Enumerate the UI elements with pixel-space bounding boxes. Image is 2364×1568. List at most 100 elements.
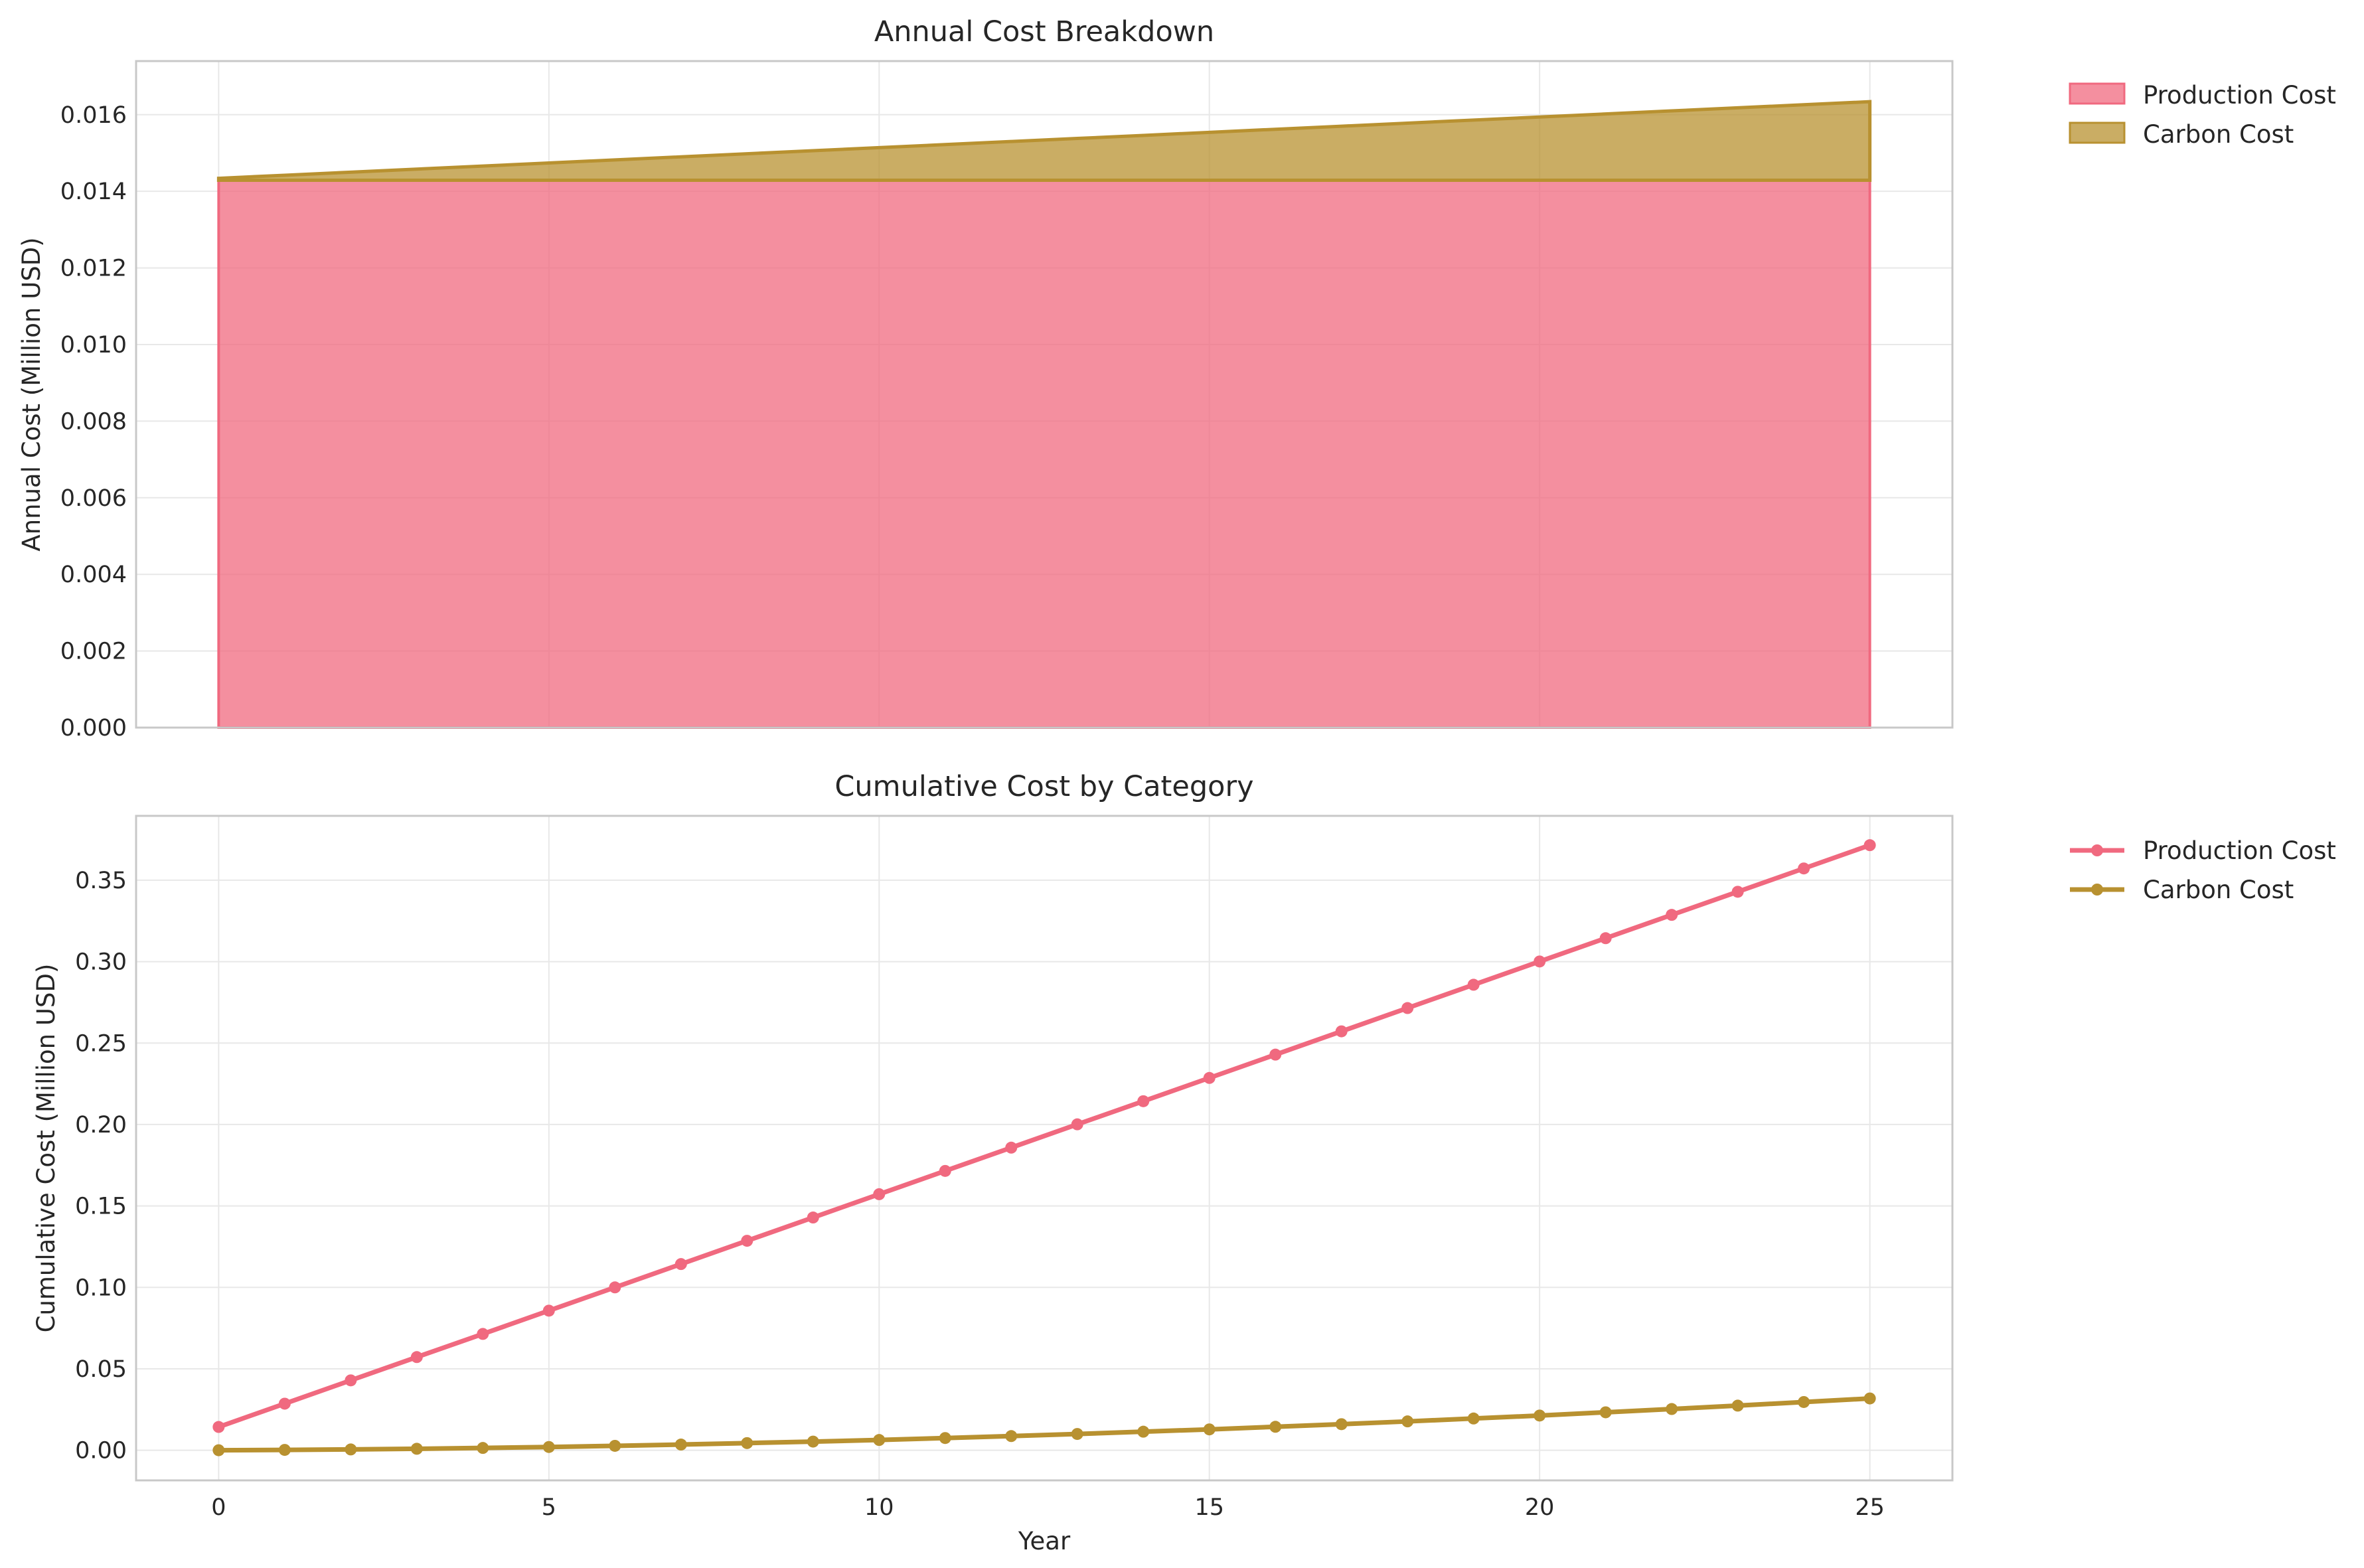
annual-cost-panel: 0.000 0.002 0.004 0.006 0.008 0.010 0.012 0.014… <box>17 15 2336 742</box>
annual-cost-y-tick-label: 0.002 <box>60 639 127 665</box>
annual-cost-y-tick-label: 0.008 <box>60 408 127 435</box>
carbon-cost-point <box>1731 1399 1744 1412</box>
carbon-cost-point <box>477 1442 489 1454</box>
cumulative-cost-y-tick-label: 0.15 <box>75 1194 127 1220</box>
cumulative-cost-y-tick-label: 0.35 <box>75 868 127 894</box>
production-cost-point <box>939 1164 951 1177</box>
annual-cost-y-tick-label: 0.014 <box>60 179 127 205</box>
annual-cost-y-tick-label: 0.000 <box>60 715 127 742</box>
cumulative-cost-x-tick-label: 0 <box>211 1494 226 1521</box>
annual-cost-y-tick-label: 0.010 <box>60 332 127 358</box>
production-cost-point <box>609 1281 621 1294</box>
carbon-cost-point <box>542 1441 555 1453</box>
production-cost-point <box>873 1188 886 1200</box>
cumulative-cost-panel: 0.00 0.05 0.10 0.15 0.20 0.25 0.30 0.35 0 5 10 15 2… <box>32 770 2336 1555</box>
production-cost-point <box>1534 955 1546 968</box>
cumulative-cost-y-tick-label: 0.25 <box>75 1030 127 1057</box>
cumulative-legend-label: Production Cost <box>2143 836 2336 865</box>
carbon-cost-point <box>1599 1406 1612 1419</box>
carbon-cost-point <box>278 1444 291 1456</box>
carbon-cost-point <box>609 1439 621 1452</box>
production-cost-area <box>217 179 1871 729</box>
carbon-cost-area <box>216 100 1872 182</box>
production-cost-line <box>218 842 1871 1429</box>
carbon-cost-point <box>674 1439 687 1451</box>
annual-legend-label: Production Cost <box>2143 81 2336 110</box>
cumulative-legend-marker <box>2091 844 2103 856</box>
production-cost-point <box>1203 1071 1216 1084</box>
production-cost-point <box>1731 886 1744 898</box>
carbon-cost-point <box>1666 1403 1678 1415</box>
annual-cost-y-ticks: 0.000 0.002 0.004 0.006 0.008 0.010 0.012 0.014… <box>60 102 127 742</box>
production-cost-point <box>410 1351 423 1364</box>
cumulative-cost-lines <box>212 839 1876 1456</box>
cumulative-cost-title: Cumulative Cost by Category <box>834 770 1253 803</box>
cumulative-cost-x-label: Year <box>1018 1527 1071 1555</box>
carbon-cost-point <box>807 1435 819 1448</box>
cumulative-cost-y-tick-label: 0.00 <box>75 1438 127 1464</box>
carbon-cost-point <box>410 1443 423 1455</box>
cumulative-legend-marker <box>2091 884 2103 896</box>
annual-cost-y-label: Annual Cost (Million USD) <box>17 237 46 551</box>
annual-legend-label: Carbon Cost <box>2143 120 2294 149</box>
production-cost-point <box>674 1258 687 1271</box>
cumulative-cost-y-ticks: 0.00 0.05 0.10 0.15 0.20 0.25 0.30 0.35 <box>75 868 127 1464</box>
cumulative-cost-x-tick-label: 25 <box>1855 1494 1885 1521</box>
annual-cost-areas <box>216 100 1872 729</box>
production-cost-point <box>212 1421 225 1433</box>
production-cost-point <box>1071 1118 1083 1131</box>
carbon-cost-point <box>1005 1430 1018 1443</box>
production-cost-point <box>1137 1095 1150 1107</box>
production-cost-point <box>1666 909 1678 921</box>
annual-cost-y-tick-label: 0.012 <box>60 256 127 282</box>
carbon-cost-line <box>218 1396 1870 1453</box>
cumulative-cost-x-tick-label: 10 <box>864 1494 894 1521</box>
carbon-cost-point <box>1467 1412 1480 1425</box>
cumulative-cost-x-tick-label: 15 <box>1194 1494 1224 1521</box>
production-cost-point <box>1269 1048 1282 1061</box>
production-cost-point <box>1401 1002 1414 1014</box>
carbon-cost-point <box>939 1432 951 1445</box>
cumulative-legend-label: Carbon Cost <box>2143 876 2294 904</box>
annual-legend-swatch <box>2069 121 2126 144</box>
carbon-cost-point <box>1534 1409 1546 1422</box>
production-cost-point <box>1798 862 1810 875</box>
carbon-cost-point <box>1071 1428 1083 1441</box>
production-cost-point <box>278 1397 291 1410</box>
production-cost-point <box>741 1235 753 1247</box>
cumulative-cost-y-tick-label: 0.10 <box>75 1275 127 1301</box>
annual-cost-y-tick-label: 0.006 <box>60 485 127 512</box>
production-cost-point <box>1599 932 1612 945</box>
carbon-cost-point <box>1401 1415 1414 1428</box>
cumulative-cost-grid <box>136 816 1952 1480</box>
production-cost-point <box>1467 979 1480 991</box>
cumulative-cost-y-tick-label: 0.30 <box>75 949 127 976</box>
production-cost-point <box>1005 1141 1018 1154</box>
carbon-cost-point <box>212 1444 225 1456</box>
production-cost-point <box>807 1212 819 1224</box>
carbon-cost-point <box>345 1443 357 1456</box>
cumulative-cost-y-label: Cumulative Cost (Million USD) <box>32 964 60 1333</box>
cumulative-cost-plot-frame <box>135 815 1954 1482</box>
carbon-cost-point <box>1269 1421 1282 1433</box>
production-cost-point <box>542 1304 555 1317</box>
annual-cost-title: Annual Cost Breakdown <box>874 15 1214 48</box>
cumulative-cost-x-tick-label: 20 <box>1525 1494 1555 1521</box>
cumulative-cost-legend: Production Cost Carbon Cost <box>2070 836 2336 904</box>
annual-cost-plot-frame <box>135 60 1954 729</box>
carbon-cost-point <box>1863 1392 1876 1405</box>
carbon-cost-point <box>741 1437 753 1449</box>
annual-legend-swatch <box>2069 82 2126 105</box>
production-cost-point <box>477 1328 489 1340</box>
cumulative-cost-x-ticks: 0 5 10 15 20 25 <box>211 1494 1885 1521</box>
cumulative-cost-y-tick-label: 0.05 <box>75 1356 127 1383</box>
carbon-cost-point <box>1203 1423 1216 1436</box>
annual-cost-y-tick-label: 0.004 <box>60 562 127 588</box>
cumulative-cost-y-tick-label: 0.20 <box>75 1112 127 1138</box>
carbon-cost-point <box>1335 1418 1348 1431</box>
annual-cost-legend: Production Cost Carbon Cost <box>2069 81 2336 149</box>
cumulative-cost-x-tick-label: 5 <box>542 1494 556 1521</box>
carbon-cost-point <box>873 1434 886 1447</box>
production-cost-point <box>345 1374 357 1387</box>
